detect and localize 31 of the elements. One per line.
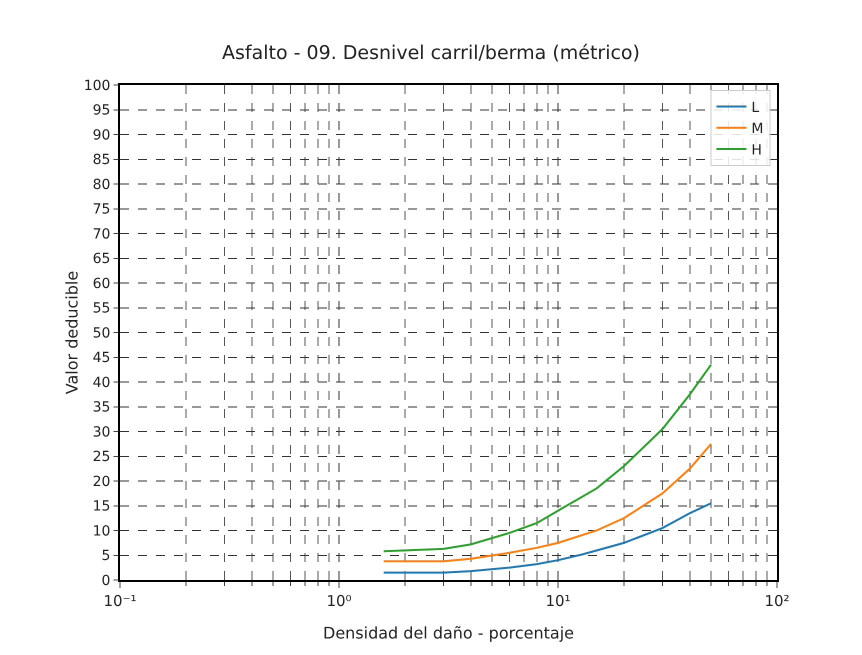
y-tick-label: 45 bbox=[92, 350, 110, 366]
y-tick-label: 10 bbox=[92, 523, 110, 540]
chart-title: Asfalto - 09. Desnivel carril/berma (métrico) bbox=[222, 42, 640, 64]
y-tick-label: 30 bbox=[92, 424, 110, 440]
y-tick-label: 60 bbox=[92, 276, 110, 292]
y-tick-label: 100 bbox=[84, 78, 110, 94]
y-tick-label: 90 bbox=[92, 127, 110, 144]
y-tick-label: 0 bbox=[102, 572, 110, 589]
x-tick-label: 10⁰ bbox=[326, 592, 352, 610]
y-tick-label: 25 bbox=[92, 449, 110, 466]
y-tick-label: 40 bbox=[92, 374, 110, 391]
y-tick-label: 15 bbox=[92, 498, 110, 515]
x-tick-label: 10¹ bbox=[545, 592, 571, 610]
x-axis-title: Densidad del daño - porcentaje bbox=[323, 624, 574, 642]
y-tick-label: 55 bbox=[92, 300, 110, 317]
legend-label: M bbox=[751, 121, 764, 138]
y-tick-label: 50 bbox=[92, 325, 110, 342]
legend-label: L bbox=[751, 100, 760, 116]
y-tick-label: 35 bbox=[92, 400, 110, 416]
y-tick-label: 75 bbox=[92, 202, 110, 218]
y-tick-label: 80 bbox=[92, 176, 110, 193]
y-tick-label: 95 bbox=[92, 102, 110, 119]
y-tick-label: 65 bbox=[92, 251, 110, 268]
y-tick-label: 20 bbox=[92, 474, 110, 490]
y-axis-title: Valor deducible bbox=[62, 270, 82, 394]
x-tick-label: 10² bbox=[764, 592, 790, 610]
y-tick-label: 70 bbox=[92, 226, 110, 242]
legend-label: H bbox=[751, 142, 762, 158]
y-tick-label: 5 bbox=[102, 548, 110, 564]
x-tick-label: 10⁻¹ bbox=[103, 592, 137, 610]
y-tick-label: 85 bbox=[92, 152, 110, 168]
